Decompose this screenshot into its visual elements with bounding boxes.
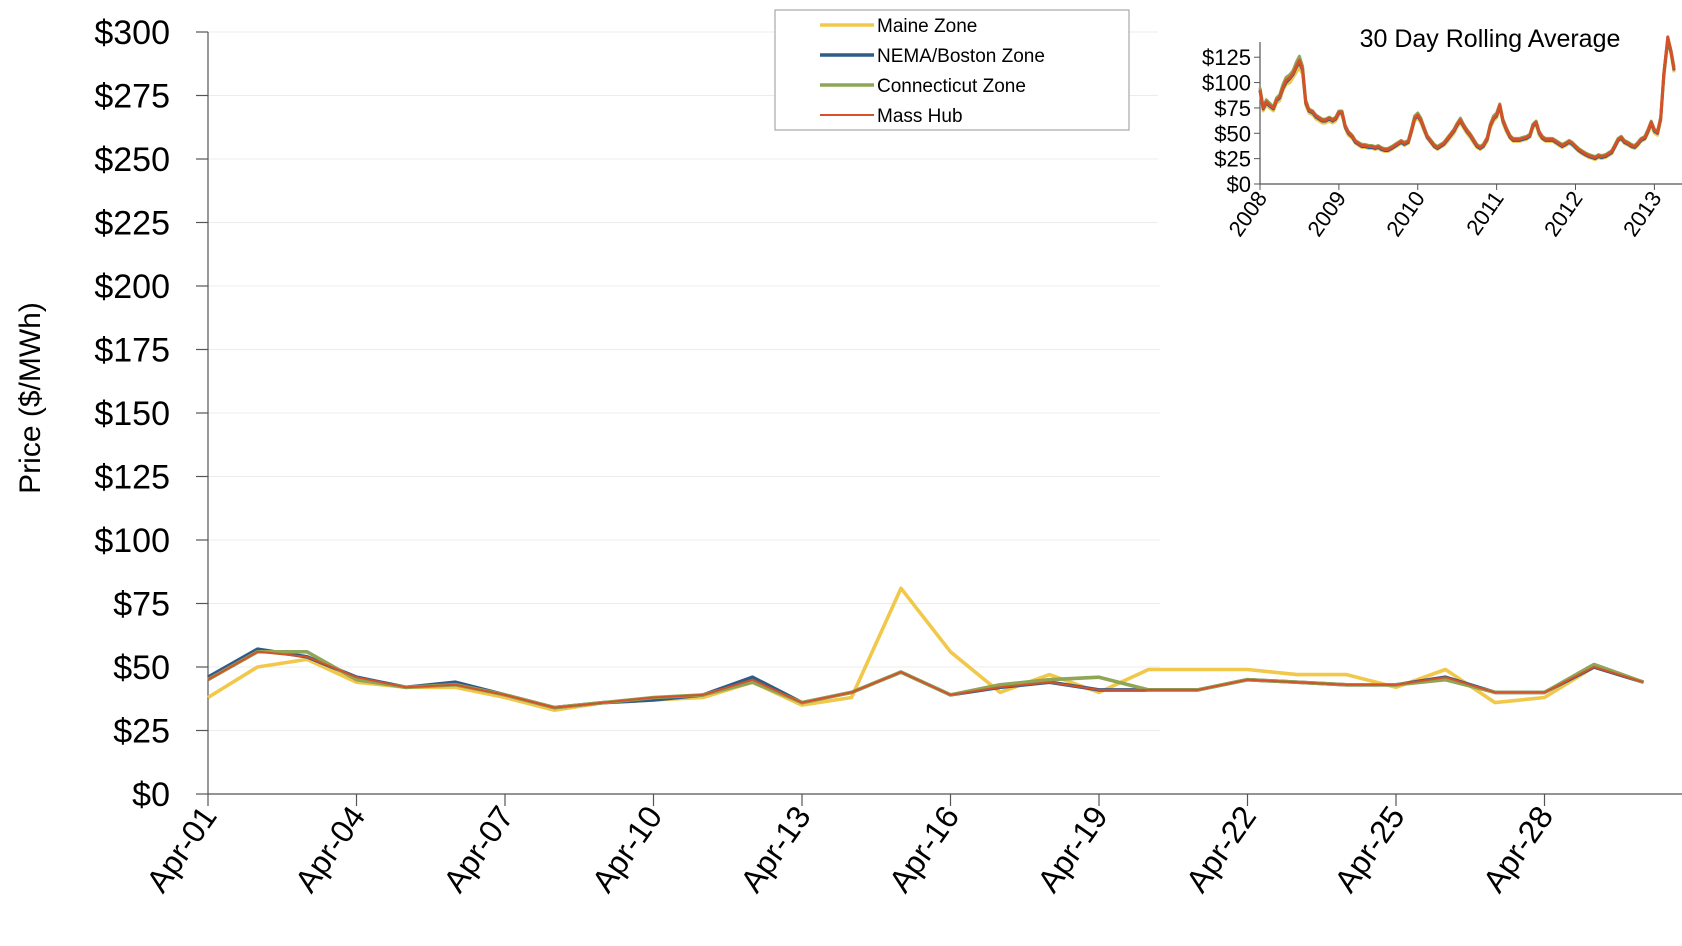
y-tick-label: $50	[113, 649, 170, 687]
y-tick-label: $275	[94, 78, 170, 116]
y-tick-label: $225	[94, 205, 170, 243]
inset-series-lines	[1258, 35, 1676, 162]
inset-y-tick-label: $75	[1214, 96, 1251, 121]
legend-box	[774, 9, 1130, 131]
y-tick-label: $250	[94, 141, 170, 179]
y-axis-label: Price ($/MWh)	[14, 302, 47, 494]
y-tick-label: $25	[113, 713, 170, 751]
inset-y-tick-labels: $0$25$50$75$100$125	[1202, 45, 1251, 197]
y-tick-label: $150	[94, 395, 170, 433]
legend-entry: Connecticut Zone	[877, 76, 1026, 97]
y-tick-label: $100	[94, 522, 170, 560]
main-axes	[196, 31, 1682, 806]
y-tick-label: $125	[94, 459, 170, 497]
legend: Maine Zone NEMA/Boston Zone Connecticut Zo…	[774, 9, 1130, 131]
inset-series-line-mass-hub	[1258, 35, 1676, 160]
main-y-tick-labels: $0 $25 $50 $75 $100 $125 $150 $175 $200 $225 $250 $…	[94, 14, 170, 814]
y-tick-label: $75	[113, 586, 170, 624]
y-tick-label: $200	[94, 268, 170, 306]
y-tick-label: $175	[94, 332, 170, 370]
inset-y-tick-label: $125	[1202, 45, 1251, 70]
inset-y-tick-label: $0	[1227, 172, 1251, 197]
inset-axes	[1254, 42, 1682, 190]
legend-entry: Maine Zone	[877, 16, 977, 37]
y-tick-label: $0	[132, 776, 170, 814]
inset-y-tick-label: $25	[1214, 147, 1251, 172]
legend-entry: NEMA/Boston Zone	[877, 46, 1045, 67]
inset-y-tick-label: $50	[1214, 121, 1251, 146]
series-line-mass-hub	[207, 650, 1644, 709]
y-tick-label: $300	[94, 14, 170, 52]
main-series-lines	[207, 586, 1645, 713]
inset-y-tick-label: $100	[1202, 71, 1251, 96]
inset-title: 30 Day Rolling Average	[1360, 25, 1621, 53]
legend-entry: Mass Hub	[877, 106, 963, 127]
